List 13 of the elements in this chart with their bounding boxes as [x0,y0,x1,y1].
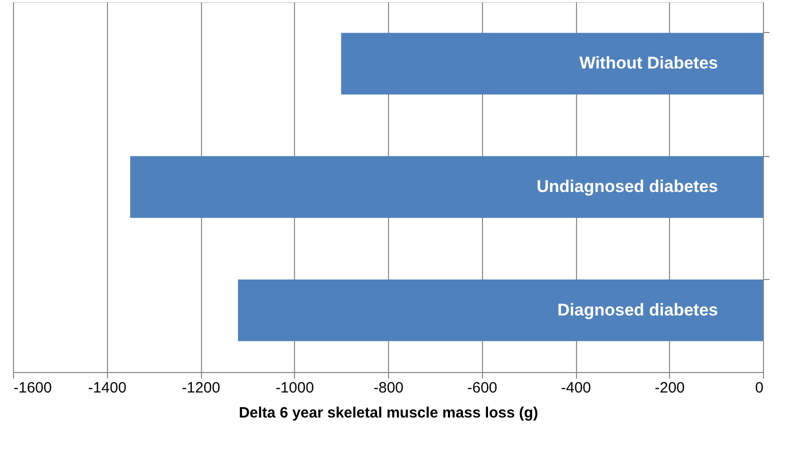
x-tick-label: -1400 [88,380,126,396]
x-tick-label: -200 [654,380,685,396]
y-tick-label: Diagnosed diabetes [557,300,718,320]
x-tick-label: -1000 [276,380,314,396]
x-tick-label: -400 [560,380,592,396]
y-tick-label: Without Diabetes [579,54,718,73]
x-tick-label: -800 [373,380,404,396]
y-tick-label: Undiagnosed diabetes [536,177,718,196]
x-tick-label: -1600 [14,380,52,396]
x-axis-title: Delta 6 year skeletal muscle mass loss (g) [238,404,538,422]
x-tick-label: -1200 [182,380,220,396]
x-tick-label: 0 [755,380,764,396]
x-tick-label: -600 [467,380,498,396]
